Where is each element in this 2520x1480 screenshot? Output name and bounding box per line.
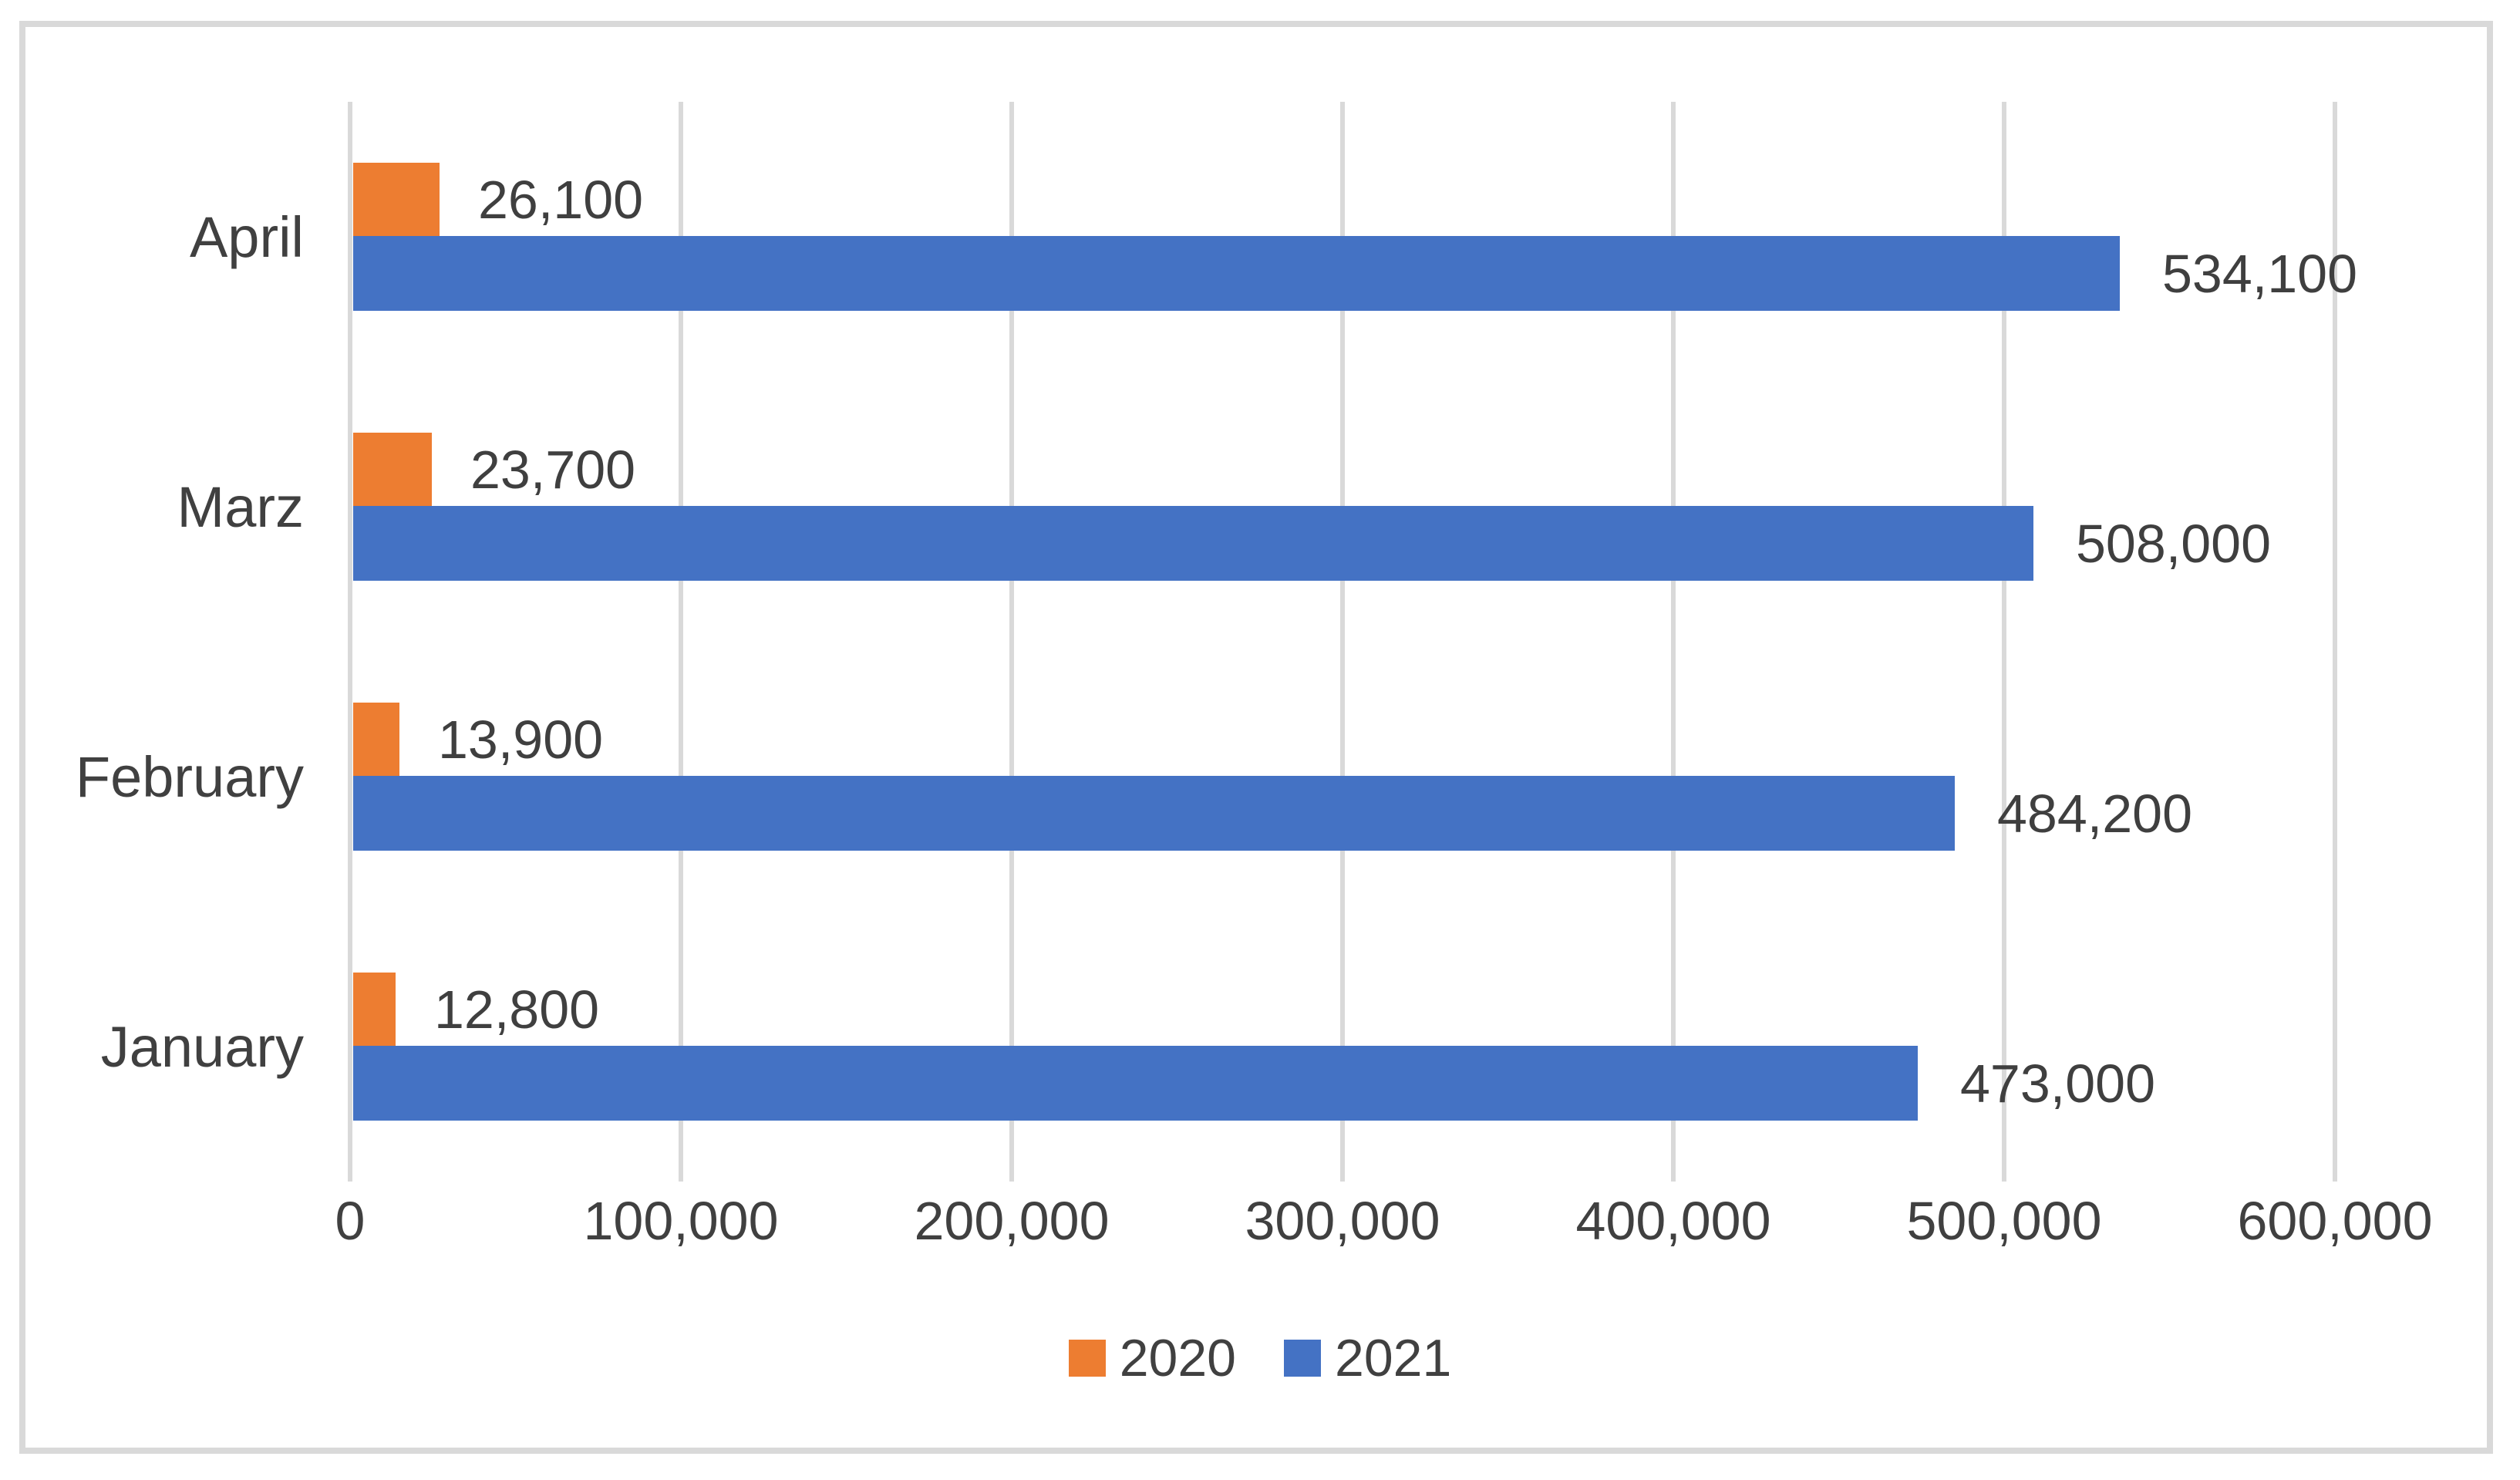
x-tick-label: 200,000 bbox=[914, 1191, 1110, 1251]
category-label: February bbox=[75, 744, 304, 809]
bar-2021-marz[interactable] bbox=[353, 506, 2033, 581]
data-label-2020-marz: 23,700 bbox=[470, 439, 636, 500]
legend-swatch-icon bbox=[1284, 1340, 1321, 1377]
x-tick-label: 100,000 bbox=[583, 1191, 779, 1251]
legend-entry-2020[interactable]: 2020 bbox=[1068, 1328, 1236, 1388]
category-label: April bbox=[189, 204, 304, 269]
data-label-2021-april: 534,100 bbox=[2162, 243, 2358, 304]
data-label-2021-marz: 508,000 bbox=[2076, 513, 2272, 574]
bar-2021-january[interactable] bbox=[353, 1046, 1918, 1121]
gridline bbox=[2002, 102, 2006, 1182]
x-tick-label: 500,000 bbox=[1906, 1191, 2102, 1251]
legend-label: 2021 bbox=[1335, 1329, 1452, 1387]
category-label: Marz bbox=[177, 474, 304, 539]
legend-label: 2020 bbox=[1119, 1329, 1236, 1387]
gridline bbox=[2333, 102, 2337, 1182]
bar-2020-february[interactable] bbox=[353, 703, 399, 776]
category-label: January bbox=[100, 1014, 304, 1079]
x-tick-label: 600,000 bbox=[2237, 1191, 2433, 1251]
legend-entry-2021[interactable]: 2021 bbox=[1284, 1328, 1451, 1388]
data-label-2021-january: 473,000 bbox=[1960, 1053, 2156, 1114]
x-tick-label: 0 bbox=[335, 1191, 366, 1251]
bar-2021-april[interactable] bbox=[353, 236, 2120, 311]
data-label-2020-january: 12,800 bbox=[434, 979, 600, 1040]
bar-2020-marz[interactable] bbox=[353, 433, 432, 506]
x-tick-label: 300,000 bbox=[1245, 1191, 1440, 1251]
data-label-2020-february: 13,900 bbox=[438, 709, 604, 770]
gridline bbox=[1671, 102, 1676, 1182]
data-label-2021-february: 484,200 bbox=[1997, 783, 2193, 844]
gridline bbox=[679, 102, 683, 1182]
bar-2020-april[interactable] bbox=[353, 163, 440, 236]
gridline bbox=[1340, 102, 1345, 1182]
data-label-2020-april: 26,100 bbox=[478, 169, 644, 230]
bar-2020-january[interactable] bbox=[353, 973, 396, 1046]
bar-2021-february[interactable] bbox=[353, 776, 1955, 851]
legend: 2020 2021 bbox=[0, 1328, 2520, 1388]
gridline bbox=[1009, 102, 1014, 1182]
x-tick-label: 400,000 bbox=[1575, 1191, 1771, 1251]
gridline bbox=[348, 102, 352, 1182]
legend-swatch-icon bbox=[1068, 1340, 1106, 1377]
